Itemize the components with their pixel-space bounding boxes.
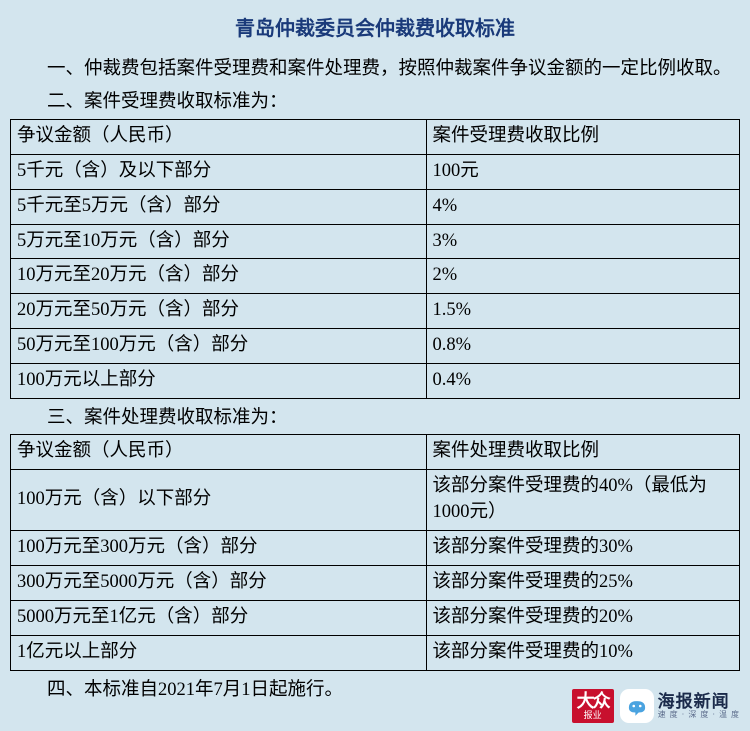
- table-row: 300万元至5000万元（含）部分该部分案件受理费的25%: [11, 566, 740, 601]
- processing-fee-table: 争议金额（人民币） 案件处理费收取比例 100万元（含）以下部分该部分案件受理费…: [10, 434, 740, 670]
- table-cell: 该部分案件受理费的30%: [426, 531, 739, 566]
- whale-icon: [620, 689, 654, 723]
- table-cell: 该部分案件受理费的20%: [426, 600, 739, 635]
- section-3-heading: 三、案件处理费收取标准为：: [10, 403, 740, 434]
- footer-brand-area: 大众 报业 海报新闻 速 度 · 深 度 · 温 度: [572, 689, 740, 723]
- table-cell: 该部分案件受理费的10%: [426, 635, 739, 670]
- table-row: 50万元至100万元（含）部分0.8%: [11, 329, 740, 364]
- table-row: 100万元以上部分0.4%: [11, 364, 740, 399]
- table-cell: 5千元至5万元（含）部分: [11, 189, 427, 224]
- section-2-heading: 二、案件受理费收取标准为：: [10, 87, 740, 118]
- table-cell: 该部分案件受理费的25%: [426, 566, 739, 601]
- whale-brand-sub: 速 度 · 深 度 · 温 度: [658, 711, 740, 719]
- table-header-cell: 案件受理费收取比例: [426, 119, 739, 154]
- table-cell: 300万元至5000万元（含）部分: [11, 566, 427, 601]
- table-cell: 0.4%: [426, 364, 739, 399]
- table-cell: 1.5%: [426, 294, 739, 329]
- table-row: 5千元至5万元（含）部分4%: [11, 189, 740, 224]
- table-row: 争议金额（人民币） 案件受理费收取比例: [11, 119, 740, 154]
- table-cell: 20万元至50万元（含）部分: [11, 294, 427, 329]
- table-row: 争议金额（人民币） 案件处理费收取比例: [11, 435, 740, 470]
- intro-paragraph: 一、仲裁费包括案件受理费和案件处理费，按照仲裁案件争议金额的一定比例收取。: [10, 54, 740, 85]
- table-cell: 100万元（含）以下部分: [11, 470, 427, 531]
- table-cell: 100万元至300万元（含）部分: [11, 531, 427, 566]
- table-header-cell: 争议金额（人民币）: [11, 119, 427, 154]
- brand-red-big: 大众: [577, 692, 609, 711]
- whale-brand-main: 海报新闻: [658, 693, 740, 711]
- acceptance-fee-table: 争议金额（人民币） 案件受理费收取比例 5千元（含）及以下部分100元 5千元至…: [10, 119, 740, 399]
- table-cell: 5000万元至1亿元（含）部分: [11, 600, 427, 635]
- table-cell: 5千元（含）及以下部分: [11, 154, 427, 189]
- table-cell: 3%: [426, 224, 739, 259]
- table-header-cell: 案件处理费收取比例: [426, 435, 739, 470]
- table-cell: 50万元至100万元（含）部分: [11, 329, 427, 364]
- table-header-cell: 争议金额（人民币）: [11, 435, 427, 470]
- table-cell: 该部分案件受理费的40%（最低为1000元）: [426, 470, 739, 531]
- table-row: 100万元至300万元（含）部分该部分案件受理费的30%: [11, 531, 740, 566]
- table-cell: 4%: [426, 189, 739, 224]
- haibao-logo: 海报新闻 速 度 · 深 度 · 温 度: [620, 689, 740, 723]
- table-cell: 10万元至20万元（含）部分: [11, 259, 427, 294]
- brand-red-small: 报业: [584, 711, 602, 720]
- table-row: 5000万元至1亿元（含）部分该部分案件受理费的20%: [11, 600, 740, 635]
- table-cell: 5万元至10万元（含）部分: [11, 224, 427, 259]
- table-row: 1亿元以上部分该部分案件受理费的10%: [11, 635, 740, 670]
- dazhong-logo: 大众 报业: [572, 689, 614, 723]
- table-row: 5千元（含）及以下部分100元: [11, 154, 740, 189]
- table-row: 5万元至10万元（含）部分3%: [11, 224, 740, 259]
- table-cell: 100万元以上部分: [11, 364, 427, 399]
- table-cell: 100元: [426, 154, 739, 189]
- table-cell: 1亿元以上部分: [11, 635, 427, 670]
- table-cell: 0.8%: [426, 329, 739, 364]
- table-cell: 2%: [426, 259, 739, 294]
- table-row: 10万元至20万元（含）部分2%: [11, 259, 740, 294]
- table-row: 100万元（含）以下部分该部分案件受理费的40%（最低为1000元）: [11, 470, 740, 531]
- table-row: 20万元至50万元（含）部分1.5%: [11, 294, 740, 329]
- document-title: 青岛仲裁委员会仲裁费收取标准: [10, 14, 740, 44]
